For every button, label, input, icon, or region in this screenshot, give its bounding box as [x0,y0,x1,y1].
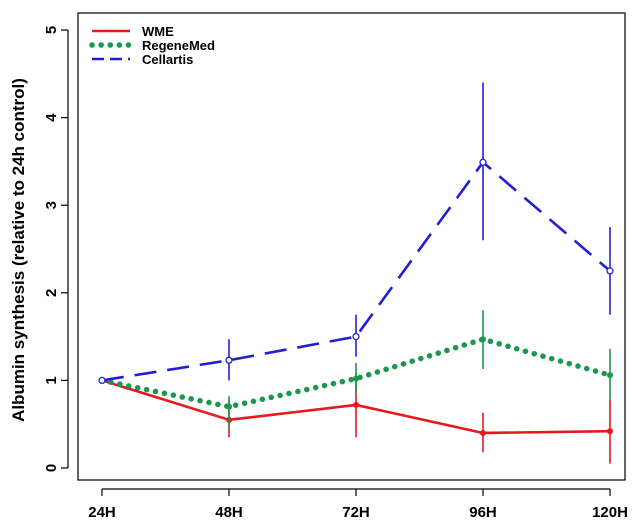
y-tick-label: 3 [43,201,60,209]
y-ticks: 0 1 2 3 4 5 [43,26,68,472]
data-point [353,401,359,408]
y-tick-label: 1 [43,376,60,384]
x-tick-label: 96H [469,504,497,521]
x-tick-label: 48H [215,504,243,521]
series-line [101,160,611,382]
series-regenemed [99,310,613,429]
x-ticks: 24H 48H 72H 96H 120H [88,489,628,521]
y-tick-label: 2 [43,289,60,297]
data-point [480,336,486,343]
legend-label: WME [142,24,174,39]
y-tick-label: 5 [43,26,60,34]
x-tick-label: 24H [88,504,116,521]
data-point [607,372,613,379]
data-point [226,403,232,410]
data-point [225,356,233,364]
series-layer [98,82,614,464]
y-tick-label: 0 [43,464,60,472]
legend-label: RegeneMed [142,38,215,53]
legend-label: Cellartis [142,52,193,67]
y-tick-label: 4 [43,113,60,122]
data-point [479,158,487,166]
plot-frame [77,12,626,481]
series-line [99,336,613,410]
y-axis-title: Albumin synthesis (relative to 24h contr… [9,78,28,422]
data-point [353,375,359,382]
data-point [607,428,613,435]
data-point [352,332,360,341]
data-point [98,376,106,385]
x-tick-label: 72H [342,504,370,521]
x-tick-label: 120H [592,504,628,521]
data-point [606,267,614,275]
data-point [480,429,486,436]
series-cellartis [98,82,614,385]
